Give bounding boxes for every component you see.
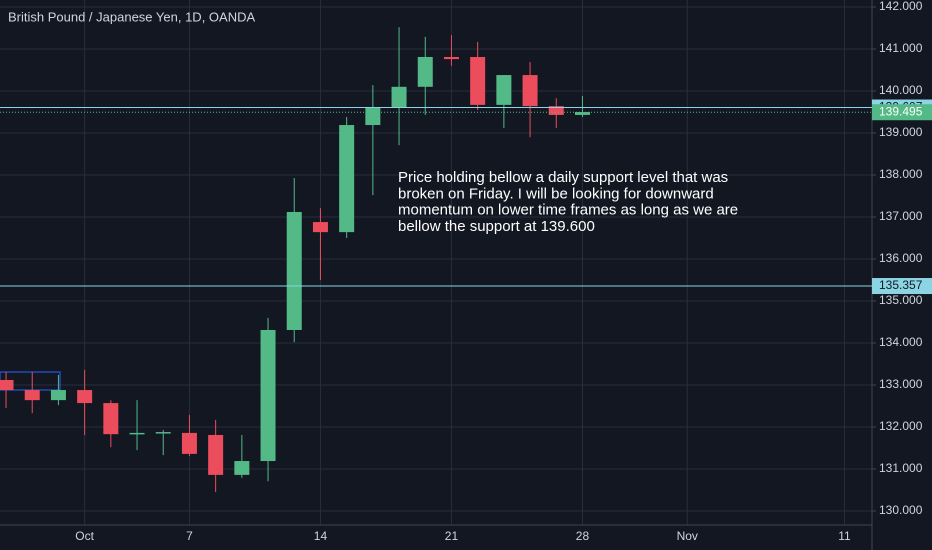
candle-body	[339, 125, 355, 233]
price-label: 135.357	[879, 278, 923, 292]
annotation-line: bellow the support at 139.600	[398, 218, 595, 235]
chart-title: British Pound / Japanese Yen, 1D, OANDA	[8, 9, 255, 24]
y-tick-label: 141.000	[879, 41, 923, 55]
y-tick-label: 142.000	[879, 0, 923, 13]
y-tick-label: 132.000	[879, 419, 923, 433]
last-price-box	[872, 104, 932, 121]
y-tick-label: 136.000	[879, 251, 923, 265]
candle-body	[181, 432, 197, 454]
y-tick-label: 139.000	[879, 125, 923, 139]
candle-body	[496, 75, 512, 105]
candle-body	[391, 86, 407, 108]
candle-body	[0, 379, 14, 391]
y-tick-label: 140.000	[879, 83, 923, 97]
candle-body	[522, 75, 538, 107]
x-tick-label: 14	[314, 529, 328, 543]
candle-body	[443, 56, 459, 60]
candle-body	[50, 390, 66, 401]
y-tick-label: 134.000	[879, 335, 923, 349]
last-price-label: 139.495	[879, 104, 923, 118]
x-tick-label: 28	[576, 529, 590, 543]
y-tick-label: 137.000	[879, 209, 923, 223]
y-tick-label: 133.000	[879, 377, 923, 391]
y-tick-label: 131.000	[879, 461, 923, 475]
annotation-line: Price holding bellow a daily support lev…	[398, 169, 728, 186]
candle-body	[129, 432, 145, 435]
candle-body	[365, 107, 381, 126]
annotation-line: momentum on lower time frames as long as…	[398, 202, 738, 219]
candle-body	[24, 390, 40, 401]
y-tick-label: 135.000	[879, 293, 923, 307]
x-tick-label: Nov	[677, 529, 698, 543]
candle-body	[286, 211, 302, 330]
candle-body	[77, 390, 93, 404]
x-tick-label: 11	[838, 529, 851, 543]
candle-body	[417, 56, 433, 87]
candle-body	[103, 403, 119, 435]
candle-body	[312, 222, 328, 233]
candles	[0, 27, 590, 493]
candle-body	[574, 112, 590, 115]
candle-body	[260, 329, 276, 462]
candle-body	[470, 56, 486, 105]
x-tick-label: 21	[445, 529, 459, 543]
drawing-box	[0, 371, 61, 391]
x-tick-label: 7	[186, 529, 193, 543]
y-tick-label: 130.000	[879, 503, 923, 517]
price-label-box	[872, 278, 932, 295]
candle-body	[208, 434, 224, 475]
candle-body	[155, 432, 171, 434]
y-tick-label: 138.000	[879, 167, 923, 181]
annotation-line: broken on Friday. I will be looking for …	[398, 185, 714, 202]
candle-body	[548, 106, 564, 115]
candle-body	[234, 461, 250, 475]
grid	[0, 0, 872, 525]
x-tick-label: Oct	[75, 529, 94, 543]
